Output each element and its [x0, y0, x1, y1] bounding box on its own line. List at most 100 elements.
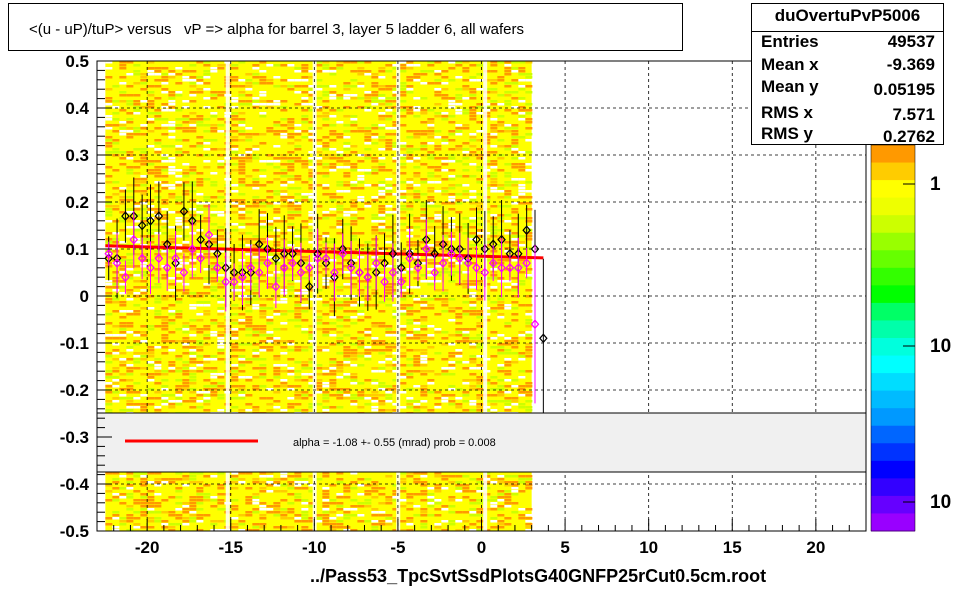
heatmap-cell [392, 106, 400, 109]
heatmap-cell [357, 187, 365, 190]
heatmap-cell [343, 142, 351, 145]
magenta-point [279, 262, 289, 273]
title-box: <(u - uP)/tuP> versus vP => alpha for ba… [8, 3, 683, 51]
heatmap-cell [161, 103, 169, 106]
heatmap-cell [280, 379, 288, 382]
heatmap-cell [308, 217, 316, 220]
heatmap-cell [427, 304, 435, 307]
heatmap-cell [210, 388, 218, 391]
heatmap-cell [147, 388, 155, 391]
heatmap-cell [182, 220, 190, 223]
heatmap-cell [273, 484, 281, 487]
heatmap-cell [119, 316, 127, 319]
heatmap-cell [119, 202, 127, 205]
heatmap-cell [133, 229, 141, 232]
heatmap-cell [476, 376, 484, 379]
heatmap-cell [308, 403, 316, 406]
heatmap-cell [525, 349, 533, 352]
heatmap-cell [378, 148, 386, 151]
heatmap-cell [126, 358, 134, 361]
heatmap-cell [497, 205, 505, 208]
heatmap-cell [154, 481, 162, 484]
heatmap-cell [441, 400, 449, 403]
heatmap-cell [161, 481, 169, 484]
heatmap-cell [280, 346, 288, 349]
heatmap-cell [448, 400, 456, 403]
heatmap-cell [189, 334, 197, 337]
heatmap-cell [287, 136, 295, 139]
heatmap-cell [112, 262, 120, 265]
heatmap-cell [315, 235, 323, 238]
heatmap-cell [497, 475, 505, 478]
heatmap-cell [245, 253, 253, 256]
heatmap-cell [476, 520, 484, 523]
heatmap-cell [469, 115, 477, 118]
heatmap-cell [168, 250, 176, 253]
heatmap-cell [175, 211, 183, 214]
heatmap-cell [140, 181, 148, 184]
heatmap-cell [259, 307, 267, 310]
heatmap-cell [511, 475, 519, 478]
heatmap-cell [343, 286, 351, 289]
heatmap-cell [322, 502, 330, 505]
heatmap-cell [231, 136, 239, 139]
heatmap-cell [266, 298, 274, 301]
stats-box: duOvertuPvP5006 Entries 49537 Mean x -9.… [751, 3, 944, 146]
heatmap-cell [322, 142, 330, 145]
heatmap-cell [140, 406, 148, 409]
heatmap-cell [315, 157, 323, 160]
heatmap-cell [322, 520, 330, 523]
heatmap-cell [504, 259, 512, 262]
heatmap-cell [434, 403, 442, 406]
heatmap-cell [112, 499, 120, 502]
heatmap-cell [378, 223, 386, 226]
heatmap-cell [525, 61, 533, 64]
heatmap-cell [504, 286, 512, 289]
heatmap-cell [490, 133, 498, 136]
heatmap-cell [168, 241, 176, 244]
palette-swatch [871, 355, 915, 374]
heatmap-cell [126, 289, 134, 292]
heatmap-cell [266, 388, 274, 391]
heatmap-cell [161, 511, 169, 514]
heatmap-cell [175, 223, 183, 226]
heatmap-cell [385, 286, 393, 289]
heatmap-cell [315, 295, 323, 298]
heatmap-cell [196, 136, 204, 139]
magenta-point [522, 258, 531, 269]
heatmap-cell [175, 244, 183, 247]
heatmap-cell [126, 262, 134, 265]
heatmap-cell [154, 109, 162, 112]
heatmap-cell [182, 505, 190, 508]
heatmap-cell [511, 277, 519, 280]
heatmap-cell [385, 205, 393, 208]
heatmap-cell [126, 112, 134, 115]
heatmap-cell [399, 88, 407, 91]
heatmap-cell [462, 475, 470, 478]
heatmap-cell [427, 337, 435, 340]
heatmap-cell [175, 139, 183, 142]
heatmap-cell [308, 373, 316, 376]
heatmap-cell [287, 202, 295, 205]
heatmap-cell [378, 97, 386, 100]
heatmap-cell [455, 112, 463, 115]
heatmap-cell [105, 382, 113, 385]
heatmap-cell [161, 253, 169, 256]
heatmap-cell [182, 226, 190, 229]
heatmap-cell [315, 298, 323, 301]
heatmap-cell [133, 208, 141, 211]
heatmap-cell [343, 391, 351, 394]
heatmap-cell [336, 340, 344, 343]
heatmap-cell [385, 139, 393, 142]
heatmap-cell [392, 160, 400, 163]
heatmap-cell [322, 304, 330, 307]
heatmap-cell [392, 520, 400, 523]
heatmap-cell [434, 214, 442, 217]
heatmap-cell [525, 79, 533, 82]
heatmap-cell [259, 262, 267, 265]
magenta-point [196, 253, 205, 264]
heatmap-cell [497, 316, 505, 319]
heatmap-cell [329, 148, 337, 151]
heatmap-cell [350, 163, 358, 166]
heatmap-cell [511, 283, 519, 286]
